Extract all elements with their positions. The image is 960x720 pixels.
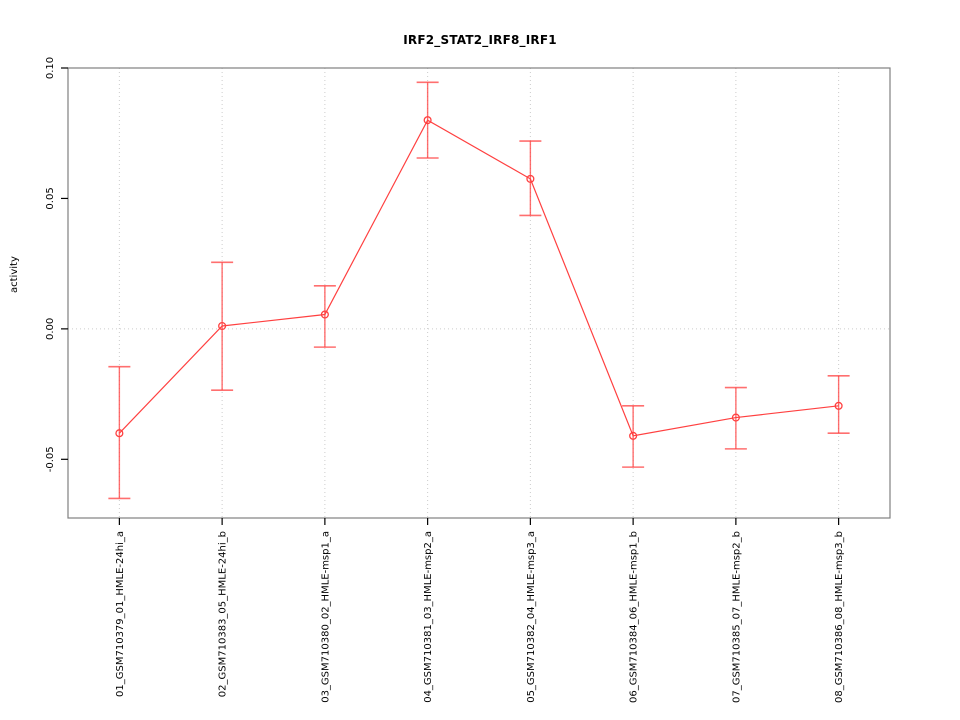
data-line [118,119,839,437]
data-point-marker [526,174,535,183]
gridlines [68,68,890,518]
data-point-marker [218,321,227,331]
y-axis: 0.10 0.05 0.00 -0.05 [45,57,68,472]
data-point-marker [423,116,432,125]
x-tick-label: 08_GSM710386_08_HMLE-msp3_b [834,531,845,703]
data-point-marker [731,413,740,422]
y-tick-label: 0.05 [45,187,56,209]
y-tick-label: 0.00 [45,318,56,340]
x-tick-label: 04_GSM710381_03_HMLE-msp2_a [423,531,434,703]
x-tick-label: 07_GSM710385_07_HMLE-msp2_b [731,531,742,703]
error-bars [108,81,850,500]
x-tick-label: 05_GSM710382_04_HMLE-msp3_a [526,531,537,703]
plot-frame [67,67,891,519]
data-point-marker [834,401,843,410]
data-point-marker [320,310,329,319]
y-tick-label: -0.05 [45,446,56,472]
x-tick-label: 02_GSM710383_05_HMLE-24hi_b [218,531,229,697]
y-tick-label: 0.10 [45,57,56,79]
chart-title: IRF2_STAT2_IRF8_IRF1 [403,33,557,47]
x-tick-label: 01_GSM710379_01_HMLE-24hi_a [115,531,126,697]
x-tick-label: 03_GSM710380_02_HMLE-msp1_a [320,531,331,703]
series-line-activity [118,119,839,437]
data-point-marker [629,431,638,440]
x-axis: 01_GSM710379_01_HMLE-24hi_a 02_GSM710383_… [115,518,845,703]
data-points [115,116,843,440]
data-point-marker [115,429,124,438]
x-tick-label: 06_GSM710384_06_HMLE-msp1_b [629,531,640,703]
